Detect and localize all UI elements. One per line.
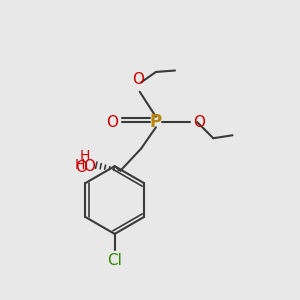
- Text: H: H: [79, 149, 90, 163]
- Text: O: O: [106, 115, 119, 130]
- Text: Cl: Cl: [107, 253, 122, 268]
- Text: O: O: [83, 159, 95, 174]
- Text: O: O: [193, 115, 205, 130]
- Text: O: O: [75, 160, 87, 175]
- Text: O: O: [132, 72, 144, 87]
- Text: P: P: [150, 113, 162, 131]
- Text: H: H: [75, 158, 85, 172]
